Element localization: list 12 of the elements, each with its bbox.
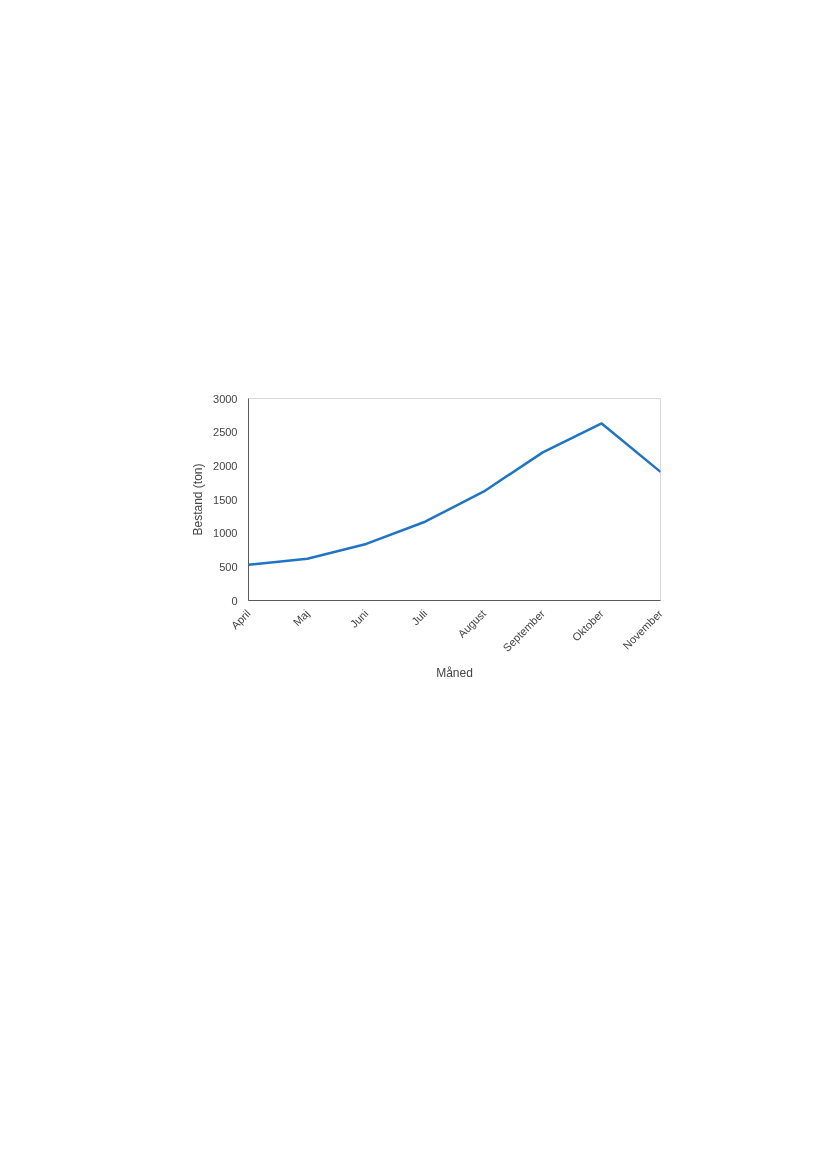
y-tick-label: 1000 [213, 527, 238, 540]
y-tick-label: 0 [231, 594, 238, 607]
line-series [248, 422, 661, 567]
y-tick-label: 3000 [213, 392, 238, 405]
x-tick-label: Maj [290, 607, 312, 629]
y-tick-label: 2500 [213, 426, 238, 439]
y-tick-label: 1500 [213, 493, 238, 506]
y-tick-label: 500 [219, 560, 238, 573]
y-axis-title: Bestand (ton) [191, 463, 206, 536]
y-tick-label: 2000 [213, 459, 238, 472]
x-tick-label: Juli [409, 607, 430, 628]
x-axis-title: Måned [436, 666, 473, 681]
